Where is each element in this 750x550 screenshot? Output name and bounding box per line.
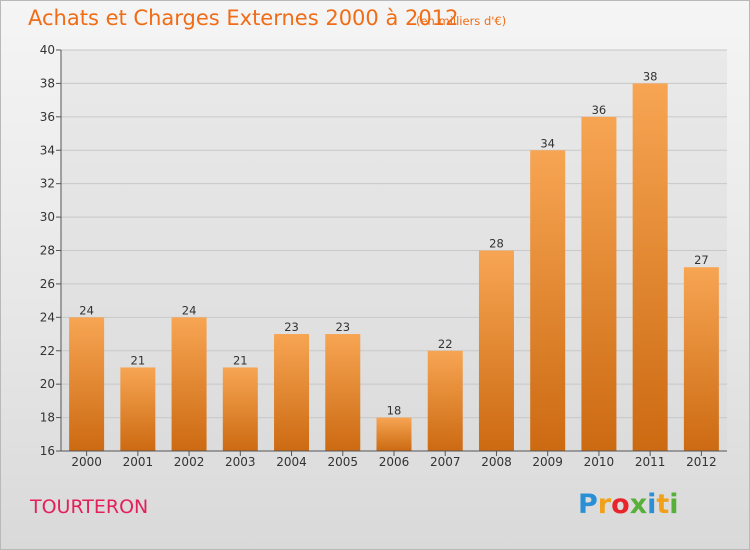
y-tick-label: 16 [40,444,55,458]
logo-letter: P [578,489,598,520]
proxiti-logo: Proxiti [578,489,679,520]
x-tick-label: 2008 [481,455,512,469]
x-tick-label: 2007 [430,455,461,469]
logo-letter: o [611,489,630,520]
x-tick-label: 2012 [686,455,717,469]
x-tick-label: 2010 [584,455,615,469]
x-tick-label: 2005 [327,455,358,469]
y-tick-label: 24 [40,310,55,324]
y-tick-label: 38 [40,76,55,90]
data-label-2011: 38 [643,69,658,83]
bar-2007 [427,350,463,451]
x-tick-label: 2001 [123,455,154,469]
y-tick-label: 34 [40,143,55,157]
logo-letter: i [669,489,679,520]
x-tick-label: 2002 [174,455,205,469]
y-tick-label: 32 [40,177,55,191]
logo-letter: r [597,489,612,520]
bar-2005 [325,334,361,451]
x-tick-label: 2000 [71,455,102,469]
bar-2010 [581,116,617,451]
bar-2012 [683,267,719,451]
bar-2006 [376,417,412,451]
data-label-2001: 21 [131,353,146,367]
data-label-2000: 24 [79,303,94,317]
chart-title: Achats et Charges Externes 2000 à 2012 [28,6,459,30]
data-label-2008: 28 [489,237,504,251]
data-label-2002: 24 [182,303,197,317]
y-tick-label: 36 [40,110,55,124]
y-tick-label: 22 [40,344,55,358]
y-tick-label: 26 [40,277,55,291]
data-label-2003: 21 [233,353,248,367]
data-label-2009: 34 [540,136,555,150]
bar-2003 [222,367,258,451]
x-tick-label: 2009 [532,455,563,469]
data-label-2010: 36 [592,103,607,117]
y-tick-label: 18 [40,411,55,425]
logo-letter: x [629,489,648,520]
logo-letter: i [647,489,657,520]
bar-2008 [478,250,514,451]
y-tick-label: 28 [40,244,55,258]
x-tick-label: 2011 [635,455,666,469]
x-tick-label: 2003 [225,455,256,469]
logo-letter: t [656,489,670,520]
data-label-2012: 27 [694,253,709,267]
y-tick-label: 40 [40,43,55,57]
data-label-2007: 22 [438,337,453,351]
x-tick-label: 2006 [379,455,410,469]
x-tick-label: 2004 [276,455,307,469]
data-label-2004: 23 [284,320,299,334]
town-name: TOURTERON [30,496,149,518]
y-tick-label: 20 [40,377,55,391]
chart-subtitle: (en milliers d'€) [416,14,507,28]
bar-2009 [530,150,566,451]
bar-2004 [274,334,310,451]
bar-2002 [171,317,207,451]
bar-2011 [632,83,668,452]
data-label-2005: 23 [335,320,350,334]
bar-2001 [120,367,156,451]
bar-2000 [69,317,105,451]
y-tick-label: 30 [40,210,55,224]
data-label-2006: 18 [387,404,402,418]
